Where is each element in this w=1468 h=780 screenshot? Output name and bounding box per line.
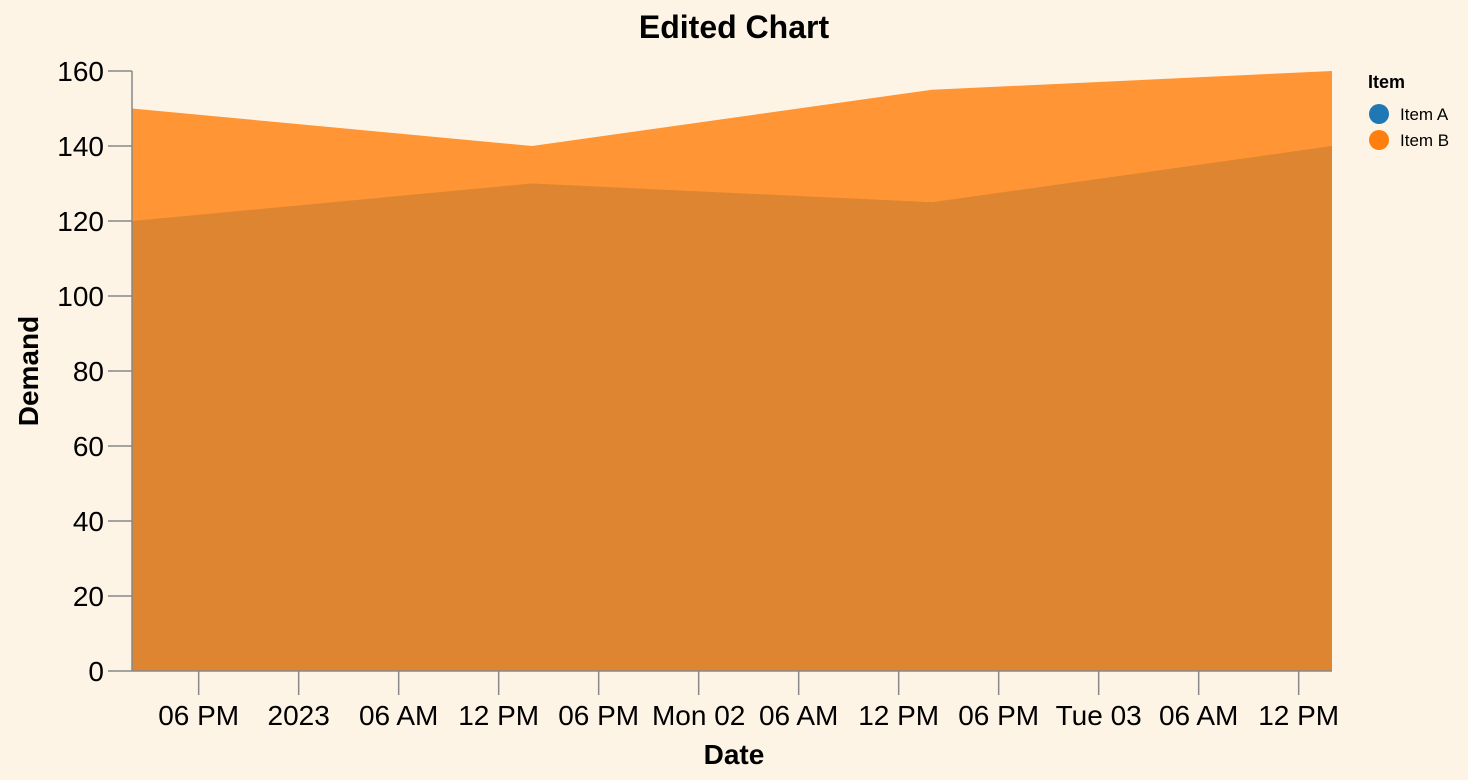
x-tick-label: 12 PM: [458, 700, 539, 731]
x-tick-label: 06 AM: [759, 700, 838, 731]
y-tick-label: 60: [73, 431, 104, 462]
legend: Item Item A Item B: [1368, 72, 1449, 150]
x-tick-label: 06 AM: [1159, 700, 1238, 731]
y-tick-label: 120: [57, 206, 104, 237]
x-tick-label: 2023: [268, 700, 330, 731]
x-tick-label: 06 AM: [359, 700, 438, 731]
legend-swatch: [1369, 130, 1389, 150]
legend-label: Item A: [1400, 105, 1449, 124]
x-axis-title: Date: [704, 739, 765, 770]
legend-swatch: [1369, 104, 1389, 124]
area-layer: [132, 71, 1332, 671]
x-tick-label: Mon 02: [652, 700, 745, 731]
legend-label: Item B: [1400, 131, 1449, 150]
y-axis: 0 20 40 60 80 100 120 140 160: [57, 56, 133, 687]
y-tick-label: 20: [73, 581, 104, 612]
y-tick-label: 160: [57, 56, 104, 87]
x-tick-label: 06 PM: [958, 700, 1039, 731]
y-tick-label: 80: [73, 356, 104, 387]
y-tick-label: 0: [88, 656, 104, 687]
chart-title: Edited Chart: [639, 9, 830, 45]
y-axis-title: Demand: [13, 316, 44, 426]
y-tick-label: 140: [57, 131, 104, 162]
x-tick-label: 06 PM: [558, 700, 639, 731]
y-tick-label: 100: [57, 281, 104, 312]
area-item-a: [132, 146, 1332, 671]
legend-title: Item: [1368, 72, 1405, 92]
x-tick-label: Tue 03: [1056, 700, 1142, 731]
y-tick-label: 40: [73, 506, 104, 537]
x-tick-label: 06 PM: [158, 700, 239, 731]
x-tick-label: 12 PM: [1258, 700, 1339, 731]
x-tick-label: 12 PM: [858, 700, 939, 731]
x-axis: 06 PM 2023 06 AM 12 PM 06 PM Mon 02 06 AM 12 PM…: [132, 670, 1339, 731]
